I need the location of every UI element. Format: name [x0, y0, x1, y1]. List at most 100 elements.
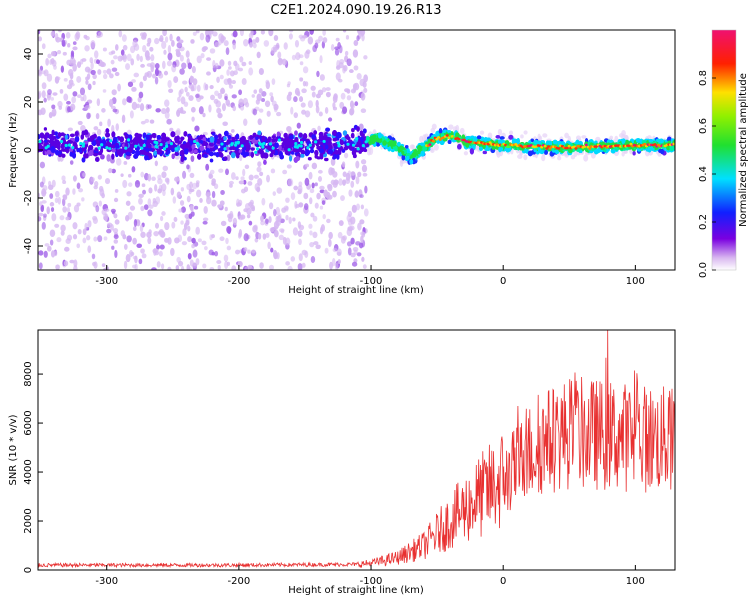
heatmap-cell	[232, 30, 238, 38]
heatmap-cell	[203, 205, 208, 214]
heatmap-cell	[250, 151, 254, 158]
heatmap-cell	[257, 161, 262, 167]
heatmap-cell	[272, 191, 277, 196]
heatmap-cell	[446, 130, 452, 134]
heatmap-cell	[298, 181, 303, 187]
heatmap-cell	[314, 202, 319, 209]
heatmap-cell	[38, 216, 42, 222]
heatmap-cell	[138, 193, 144, 199]
heatmap-cell	[239, 30, 244, 37]
heatmap-cell	[151, 176, 156, 181]
heatmap-cell	[298, 253, 303, 262]
heatmap-cell	[258, 108, 264, 113]
heatmap-cell	[38, 30, 41, 35]
heatmap-cell	[63, 78, 68, 82]
heatmap-cell	[260, 30, 266, 35]
heatmap-cell	[144, 154, 148, 161]
heatmap-cell	[163, 136, 168, 143]
heatmap-cell	[301, 109, 307, 115]
heatmap-cell	[211, 190, 216, 199]
heatmap-cell	[156, 149, 162, 155]
heatmap-cell	[227, 216, 233, 223]
heatmap-cell	[306, 146, 310, 150]
heatmap-cell	[49, 59, 53, 66]
heatmap-cell	[159, 215, 164, 222]
heatmap-cell	[57, 30, 63, 33]
heatmap-cell	[251, 94, 256, 98]
heatmap-cell	[72, 63, 77, 72]
heatmap-cell	[299, 61, 304, 66]
heatmap-cell	[81, 130, 86, 136]
heatmap-cell	[125, 151, 131, 156]
heatmap-cell	[277, 51, 282, 59]
heatmap-cell	[51, 104, 56, 110]
heatmap-cell	[55, 143, 61, 149]
heatmap-cell	[261, 91, 267, 97]
heatmap-cell	[268, 30, 274, 37]
heatmap-cell	[542, 133, 548, 138]
heatmap-cell	[111, 168, 116, 174]
heatmap-cell	[341, 161, 346, 168]
heatmap-cell	[198, 106, 204, 115]
heatmap-cell	[282, 169, 288, 175]
heatmap-cell	[332, 171, 338, 178]
heatmap-cell	[101, 62, 106, 67]
heatmap-cell	[179, 68, 185, 75]
heatmap-cell	[656, 138, 661, 143]
heatmap-cell	[174, 130, 181, 136]
heatmap-cell	[271, 150, 276, 155]
heatmap-cell	[169, 127, 174, 132]
heatmap-cell	[113, 239, 119, 244]
heatmap-cell	[310, 212, 315, 218]
heatmap-cell	[82, 94, 87, 102]
heatmap-cell	[422, 134, 427, 143]
heatmap-cell	[108, 168, 113, 174]
heatmap-cell	[666, 145, 670, 150]
heatmap-cell	[130, 58, 135, 66]
heatmap-cell	[50, 207, 55, 213]
heatmap-cell	[349, 145, 354, 151]
heatmap-cell	[309, 230, 313, 236]
heatmap-cell	[332, 137, 338, 142]
heatmap-cell	[225, 168, 229, 176]
heatmap-cell	[78, 147, 83, 153]
heatmap-cell	[228, 66, 232, 70]
heatmap-cell	[97, 146, 101, 150]
heatmap-cell	[53, 250, 58, 257]
heatmap-cell	[205, 163, 210, 171]
heatmap-cell	[159, 142, 163, 147]
heatmap-cell	[186, 195, 191, 203]
heatmap-cell	[55, 149, 60, 156]
heatmap-cell	[99, 154, 105, 160]
heatmap-cell	[208, 249, 214, 256]
heatmap-cell	[220, 142, 224, 146]
heatmap-cell	[41, 190, 47, 195]
heatmap-cell	[279, 154, 285, 160]
heatmap-cell	[65, 216, 70, 221]
heatmap-cell	[401, 154, 406, 161]
heatmap-cell	[643, 142, 647, 146]
x-tick-label: -100	[360, 276, 383, 287]
heatmap-cell	[223, 254, 229, 262]
heatmap-cell	[248, 67, 254, 76]
heatmap-cell	[140, 120, 146, 125]
heatmap-cell	[263, 40, 270, 47]
y-tick-label: 20	[23, 96, 34, 109]
heatmap-cell	[153, 150, 158, 156]
heatmap-cell	[540, 145, 544, 149]
heatmap-cell	[91, 253, 96, 260]
heatmap-cell	[65, 32, 71, 39]
heatmap-cell	[269, 153, 274, 158]
heatmap-cell	[113, 234, 119, 240]
heatmap-cell	[102, 47, 107, 52]
heatmap-cell	[253, 174, 259, 179]
heatmap-cell	[38, 69, 42, 75]
heatmap-cell	[111, 131, 116, 138]
heatmap-cell	[154, 140, 159, 145]
heatmap-cell	[139, 149, 146, 155]
heatmap-cell	[648, 138, 654, 143]
heatmap-cell	[154, 160, 158, 167]
heatmap-cell	[226, 69, 230, 76]
heatmap-cell	[44, 243, 50, 247]
spectrogram-y-axis-label: Frequency (Hz)	[8, 112, 19, 188]
